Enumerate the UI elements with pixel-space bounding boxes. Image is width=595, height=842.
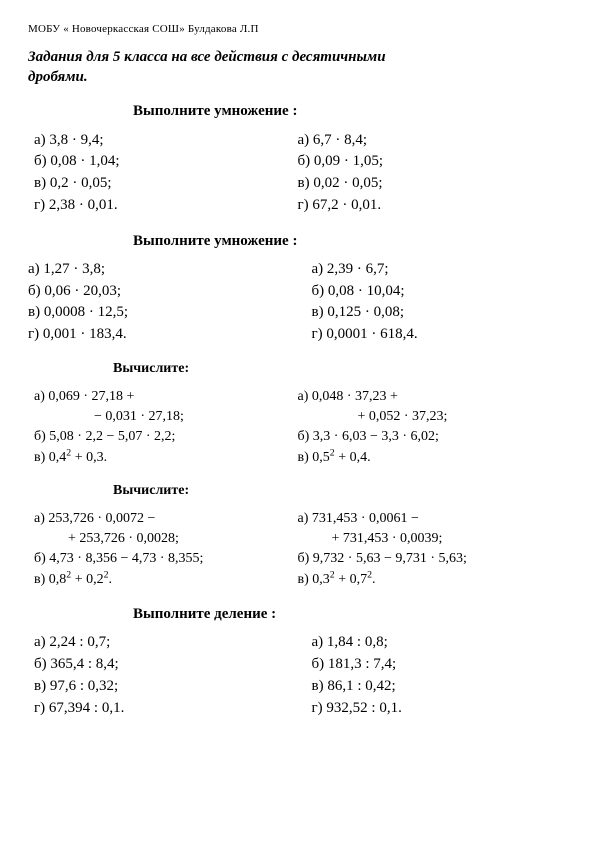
problem-item: а) 253,726 · 0,0072 − (34, 509, 298, 529)
problem-item: б) 5,08 · 2,2 − 5,07 · 2,2; (34, 427, 298, 447)
problem-item: б) 0,08 · 1,04; (34, 151, 298, 173)
problem-item: б) 9,732 · 5,63 − 9,731 · 5,63; (298, 549, 568, 569)
problem-item: в) 0,125 · 0,08; (312, 302, 568, 324)
problem-item: б) 4,73 · 8,356 − 4,73 · 8,355; (34, 549, 298, 569)
problem-item: г) 0,001 · 183,4. (28, 324, 298, 346)
problem-item: б) 0,09 · 1,05; (298, 151, 568, 173)
problem-item: г) 932,52 : 0,1. (312, 698, 568, 720)
problem-item: б) 365,4 : 8,4; (34, 654, 298, 676)
column-right: а) 2,39 · 6,7; б) 0,08 · 10,04; в) 0,125… (298, 259, 568, 346)
section-heading-4: Вычислите: (28, 482, 567, 501)
title-line-1: Задания для 5 класса на все действия с д… (28, 49, 386, 65)
column-left: а) 3,8 · 9,4; б) 0,08 · 1,04; в) 0,2 · 0… (28, 130, 298, 217)
problem-item: а) 3,8 · 9,4; (34, 130, 298, 152)
problem-item: + 0,052 · 37,23; (298, 407, 568, 427)
problem-item: в) 0,32 + 0,72. (298, 570, 568, 590)
problem-item: + 731,453 · 0,0039; (298, 529, 568, 549)
column-left: а) 253,726 · 0,0072 − + 253,726 · 0,0028… (28, 509, 298, 590)
problem-item: а) 2,39 · 6,7; (312, 259, 568, 281)
title-line-2: дробями. (28, 69, 88, 85)
problem-item: а) 1,84 : 0,8; (312, 632, 568, 654)
column-left: а) 0,069 · 27,18 + − 0,031 · 27,18; б) 5… (28, 387, 298, 468)
document-title: Задания для 5 класса на все действия с д… (28, 47, 567, 88)
problem-item: б) 0,08 · 10,04; (312, 281, 568, 303)
problem-item: + 253,726 · 0,0028; (34, 529, 298, 549)
problem-item: г) 67,394 : 0,1. (34, 698, 298, 720)
section-heading-1: Выполните умножение : (28, 101, 567, 121)
problem-item: г) 67,2 · 0,01. (298, 195, 568, 217)
problem-item: а) 0,048 · 37,23 + (298, 387, 568, 407)
problem-block-4: а) 253,726 · 0,0072 − + 253,726 · 0,0028… (28, 509, 567, 590)
problem-block-2: а) 1,27 · 3,8; б) 0,06 · 20,03; в) 0,000… (28, 259, 567, 346)
section-heading-5: Выполните деление : (28, 604, 567, 624)
problem-item: а) 6,7 · 8,4; (298, 130, 568, 152)
section-heading-2: Выполните умножение : (28, 231, 567, 251)
problem-block-5: а) 2,24 : 0,7; б) 365,4 : 8,4; в) 97,6 :… (28, 632, 567, 719)
problem-item: в) 0,52 + 0,4. (298, 448, 568, 468)
problem-item: б) 0,06 · 20,03; (28, 281, 298, 303)
problem-item: б) 3,3 · 6,03 − 3,3 · 6,02; (298, 427, 568, 447)
column-right: а) 6,7 · 8,4; б) 0,09 · 1,05; в) 0,02 · … (298, 130, 568, 217)
problem-item: в) 0,0008 · 12,5; (28, 302, 298, 324)
section-heading-3: Вычислите: (28, 360, 567, 379)
column-right: а) 1,84 : 0,8; б) 181,3 : 7,4; в) 86,1 :… (298, 632, 568, 719)
problem-block-1: а) 3,8 · 9,4; б) 0,08 · 1,04; в) 0,2 · 0… (28, 130, 567, 217)
problem-item: в) 0,2 · 0,05; (34, 173, 298, 195)
column-right: а) 0,048 · 37,23 + + 0,052 · 37,23; б) 3… (298, 387, 568, 468)
problem-item: в) 0,02 · 0,05; (298, 173, 568, 195)
problem-item: в) 86,1 : 0,42; (312, 676, 568, 698)
problem-item: а) 0,069 · 27,18 + (34, 387, 298, 407)
column-left: а) 1,27 · 3,8; б) 0,06 · 20,03; в) 0,000… (28, 259, 298, 346)
problem-block-3: а) 0,069 · 27,18 + − 0,031 · 27,18; б) 5… (28, 387, 567, 468)
problem-item: − 0,031 · 27,18; (34, 407, 298, 427)
problem-item: а) 1,27 · 3,8; (28, 259, 298, 281)
problem-item: б) 181,3 : 7,4; (312, 654, 568, 676)
problem-item: а) 731,453 · 0,0061 − (298, 509, 568, 529)
school-header: МОБУ « Новочеркасская СОШ» Булдакова Л.П (28, 22, 567, 37)
problem-item: г) 0,0001 · 618,4. (312, 324, 568, 346)
problem-item: в) 97,6 : 0,32; (34, 676, 298, 698)
problem-item: г) 2,38 · 0,01. (34, 195, 298, 217)
column-right: а) 731,453 · 0,0061 − + 731,453 · 0,0039… (298, 509, 568, 590)
column-left: а) 2,24 : 0,7; б) 365,4 : 8,4; в) 97,6 :… (28, 632, 298, 719)
problem-item: а) 2,24 : 0,7; (34, 632, 298, 654)
problem-item: в) 0,42 + 0,3. (34, 448, 298, 468)
problem-item: в) 0,82 + 0,22. (34, 570, 298, 590)
